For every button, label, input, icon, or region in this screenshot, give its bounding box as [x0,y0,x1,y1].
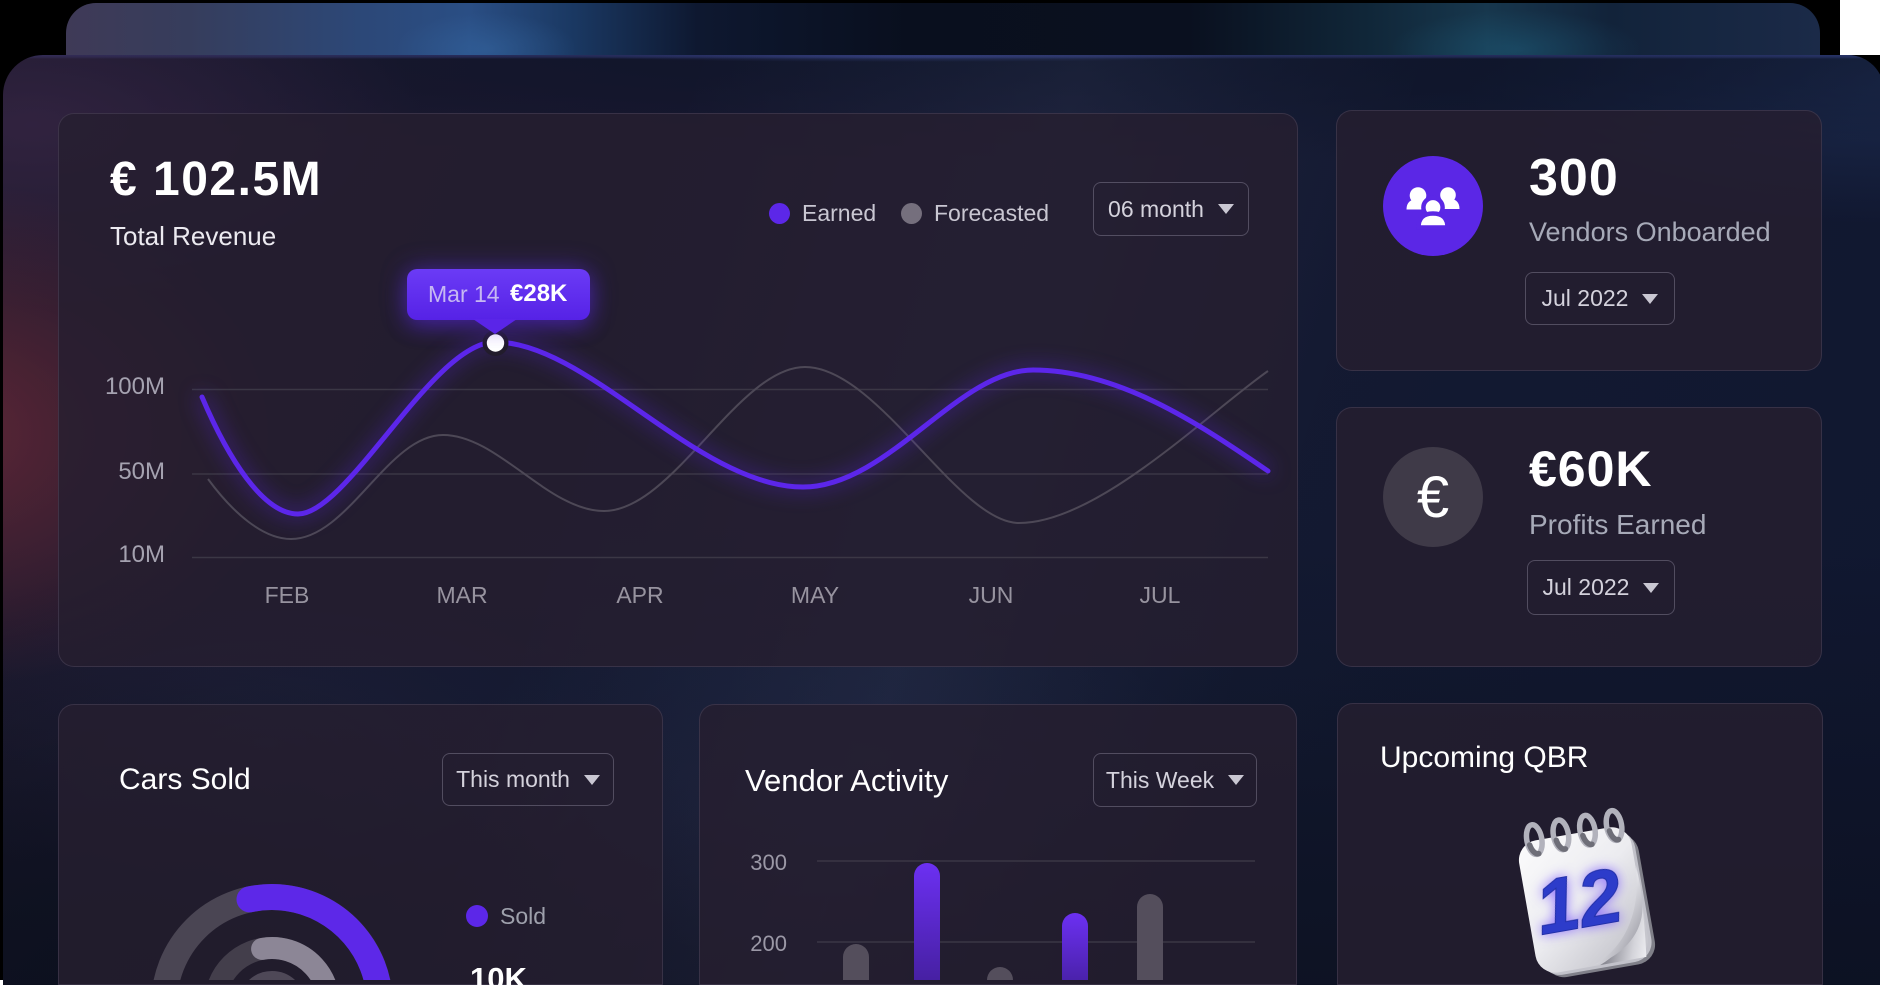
svg-text:50M: 50M [118,458,165,485]
svg-text:MAR: MAR [436,582,487,608]
svg-text:300: 300 [750,850,787,875]
svg-text:JUN: JUN [969,582,1014,608]
svg-text:10M: 10M [118,541,165,568]
svg-text:MAY: MAY [791,582,839,608]
svg-text:FEB: FEB [265,582,310,608]
svg-text:12: 12 [1529,852,1628,952]
svg-text:JUL: JUL [1140,582,1181,608]
svg-text:APR: APR [616,582,663,608]
svg-text:200: 200 [750,931,787,956]
svg-text:100M: 100M [105,373,165,400]
